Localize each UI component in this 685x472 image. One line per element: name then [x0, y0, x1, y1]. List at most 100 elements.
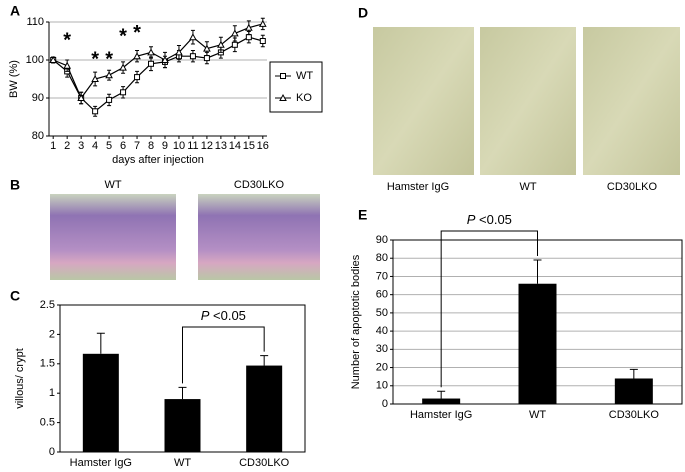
marker [133, 52, 141, 60]
marker [217, 40, 225, 48]
image-label: WT [519, 181, 536, 193]
y-tick-label: 0 [49, 446, 55, 458]
marker [203, 44, 211, 52]
p-value: <0.05 [213, 308, 246, 323]
annotation: * [63, 29, 71, 51]
marker [245, 34, 252, 41]
significance-label: P <0.05 [467, 212, 512, 227]
legend-box [269, 61, 323, 113]
y-tick-label: 20 [376, 361, 388, 373]
series-line [52, 36, 263, 113]
y-tick-label: 2 [49, 328, 55, 340]
bar [422, 398, 461, 404]
x-tick-label: 10 [173, 140, 185, 152]
marker [148, 60, 155, 67]
image-label: Hamster IgG [387, 181, 449, 193]
marker [259, 38, 266, 44]
x-tick-label: 14 [229, 140, 241, 152]
x-tick-label: 15 [243, 140, 255, 152]
x-tick-label: 12 [201, 140, 213, 152]
ihc-image [373, 27, 474, 175]
marker [231, 29, 239, 37]
histology-image [50, 194, 176, 280]
p-symbol: P [201, 308, 210, 323]
marker [91, 74, 99, 82]
marker [161, 55, 169, 63]
marker [63, 61, 72, 69]
annotation: * [119, 26, 127, 48]
marker [189, 33, 197, 41]
significance-bracket [440, 230, 538, 388]
error-bar [533, 259, 542, 284]
significance-bracket [182, 326, 265, 384]
x-axis-label: days after injection [112, 154, 204, 166]
x-tick-label: 1 [50, 140, 56, 152]
bar [82, 353, 119, 452]
y-tick-label: 10 [376, 380, 388, 392]
significance-label: P <0.05 [201, 308, 246, 323]
panel-letter: C [10, 288, 20, 304]
y-tick-label: 1.5 [40, 358, 55, 370]
panel-letter: D [358, 5, 368, 21]
x-tick-label: 11 [187, 140, 198, 152]
y-tick-label: 0.5 [40, 417, 55, 429]
marker [175, 48, 183, 56]
error-bar [629, 368, 638, 379]
marker [119, 63, 127, 71]
p-value: <0.05 [479, 212, 512, 227]
marker [244, 23, 253, 31]
y-tick-label: 1 [49, 387, 55, 399]
y-axis-label: villous/ crypt [14, 348, 26, 409]
marker [231, 41, 238, 48]
y-axis-label: Number of apoptotic bodies [350, 254, 362, 389]
error-bar [178, 386, 187, 400]
marker [134, 74, 141, 81]
marker [258, 19, 267, 27]
bar [164, 399, 201, 452]
x-tick-label: 9 [162, 140, 168, 152]
panel-letter: A [10, 3, 20, 19]
marker [203, 55, 210, 62]
x-tick-label: CD30LKO [609, 409, 660, 421]
marker [105, 71, 113, 79]
marker [147, 48, 155, 56]
x-tick-label: 13 [215, 140, 227, 152]
y-tick-label: 70 [376, 270, 388, 282]
x-tick-label: 3 [78, 140, 84, 152]
x-tick-label: 6 [120, 140, 126, 152]
marker [92, 108, 99, 115]
y-tick-label: 100 [26, 54, 44, 66]
histology-image [198, 194, 320, 280]
series-line [52, 23, 263, 100]
y-tick-label: 0 [382, 398, 388, 410]
bar [518, 283, 557, 404]
x-tick-label: 5 [106, 140, 112, 152]
panel-letter: B [10, 177, 20, 193]
bar [246, 365, 283, 452]
x-tick-label: WT [529, 409, 546, 421]
p-symbol: P [467, 212, 476, 227]
x-tick-label: CD30LKO [239, 457, 290, 469]
x-tick-label: 8 [148, 140, 154, 152]
image-label: CD30LKO [607, 181, 658, 193]
x-tick-label: Hamster IgG [70, 457, 132, 469]
ihc-image [480, 27, 576, 175]
error-bar [437, 390, 446, 399]
legend-label: KO [296, 92, 312, 104]
x-tick-label: 16 [257, 140, 269, 152]
legend-marker [279, 93, 287, 101]
annotation: * [91, 48, 99, 70]
ihc-image [583, 27, 680, 175]
x-tick-label: WT [174, 457, 191, 469]
annotation: * [133, 22, 141, 44]
marker [106, 96, 113, 103]
x-tick-label: 4 [92, 140, 98, 152]
marker [189, 53, 196, 60]
y-tick-label: 90 [32, 92, 44, 104]
panel-letter: E [358, 207, 367, 223]
x-tick-label: 2 [64, 140, 70, 152]
legend-label: WT [296, 70, 313, 82]
image-label: WT [104, 179, 121, 191]
y-tick-label: 50 [376, 307, 388, 319]
